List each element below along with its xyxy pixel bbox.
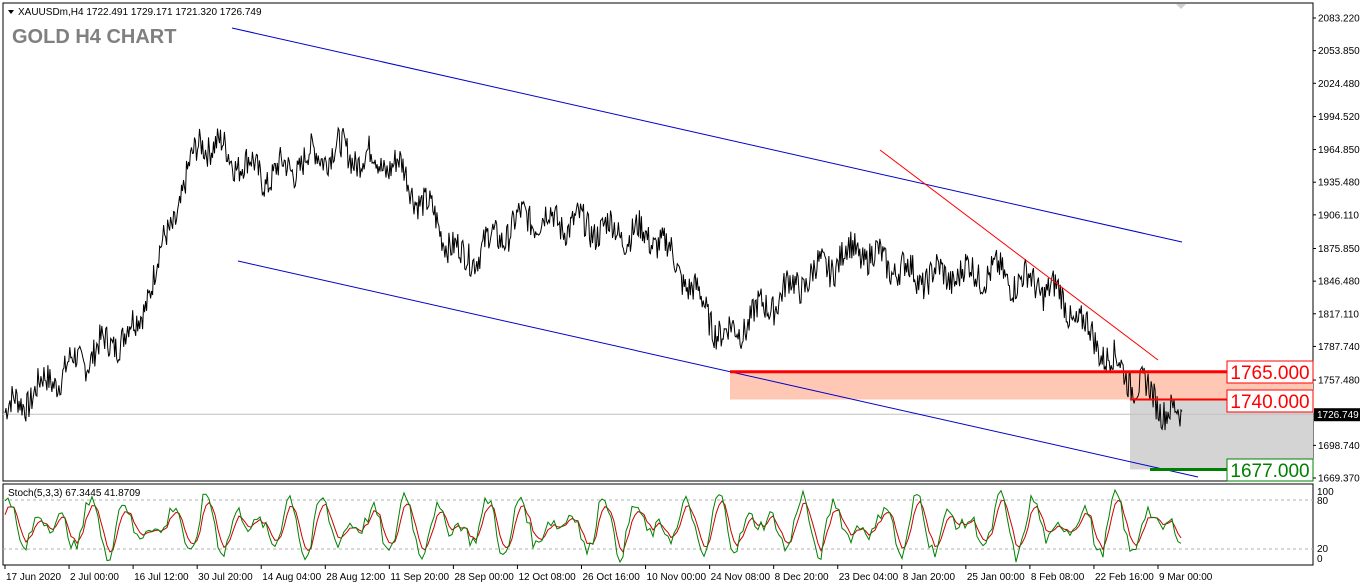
current-price-text: 1726.749 bbox=[1317, 410, 1359, 421]
dropdown-arrow-icon[interactable] bbox=[8, 10, 14, 14]
price-tick-label: 2083.220 bbox=[1318, 14, 1360, 25]
stoch-tick-20: 20 bbox=[1317, 544, 1329, 555]
level-label-text: 1740.000 bbox=[1230, 392, 1309, 413]
time-tick-label: 8 Dec 20:00 bbox=[775, 572, 829, 583]
stoch-main-line bbox=[4, 488, 1182, 564]
chart-title: GOLD H4 CHART bbox=[12, 26, 176, 48]
time-tick-label: 28 Aug 12:00 bbox=[326, 572, 385, 583]
price-tick-label: 1757.480 bbox=[1318, 376, 1360, 387]
level-label-1677: 1677.000 bbox=[1226, 458, 1314, 482]
stoch-tick-100: 100 bbox=[1317, 487, 1334, 498]
descending-trendline bbox=[879, 149, 1159, 361]
price-tick-label: 1846.480 bbox=[1318, 277, 1360, 288]
price-tick-label: 1935.480 bbox=[1318, 178, 1360, 189]
scroll-marker-icon bbox=[1176, 4, 1186, 9]
price-tick-label: 1787.740 bbox=[1318, 342, 1360, 353]
time-tick-label: 16 Jul 12:00 bbox=[134, 572, 189, 583]
stoch-tick-80: 80 bbox=[1317, 496, 1329, 507]
time-tick-label: 23 Dec 04:00 bbox=[839, 572, 899, 583]
channel-upper-line bbox=[231, 27, 1183, 243]
time-tick-label: 24 Nov 08:00 bbox=[711, 572, 771, 583]
channel-lower-line bbox=[237, 260, 1199, 478]
support-zone bbox=[730, 371, 1313, 400]
time-tick-label: 14 Aug 04:00 bbox=[262, 572, 321, 583]
stoch-tick-0: 0 bbox=[1317, 554, 1323, 565]
price-tick-label: 1669.370 bbox=[1318, 474, 1360, 485]
price-tick-label: 1964.850 bbox=[1318, 145, 1360, 156]
time-axis: 17 Jun 2020 2 Jul 00:00 16 Jul 12:00 30 Jul… bbox=[4, 565, 1213, 583]
stochastic-label: Stoch(5,3,3) 67.3445 41.8709 bbox=[8, 488, 141, 499]
price-tick-label: 1906.110 bbox=[1318, 210, 1359, 221]
level-label-text: 1765.000 bbox=[1230, 363, 1309, 384]
time-tick-label: 8 Jan 20:00 bbox=[903, 572, 956, 583]
price-tick-label: 1875.850 bbox=[1318, 244, 1360, 255]
time-tick-label: 28 Sep 00:00 bbox=[454, 572, 514, 583]
time-tick-label: 22 Feb 16:00 bbox=[1095, 572, 1154, 583]
current-price-tag: 1726.749 bbox=[1314, 408, 1360, 422]
time-tick-label: 25 Jan 00:00 bbox=[967, 572, 1025, 583]
symbol-info: XAUUSDm,H4 1722.491 1729.171 1721.320 17… bbox=[18, 7, 262, 18]
stoch-axis: 100 80 20 0 bbox=[1317, 487, 1334, 565]
time-tick-label: 17 Jun 2020 bbox=[6, 572, 61, 583]
time-tick-label: 11 Sep 20:00 bbox=[390, 572, 449, 583]
price-tick-label: 1817.110 bbox=[1318, 309, 1359, 320]
price-tick-label: 2024.480 bbox=[1318, 79, 1360, 90]
level-label-1740: 1740.000 bbox=[1226, 389, 1314, 413]
time-tick-label: 2 Jul 00:00 bbox=[70, 572, 119, 583]
price-tick-label: 1698.740 bbox=[1318, 441, 1360, 452]
price-line bbox=[4, 126, 1183, 431]
level-label-1765: 1765.000 bbox=[1226, 360, 1314, 384]
level-label-text: 1677.000 bbox=[1230, 461, 1309, 482]
price-tick-label: 1994.520 bbox=[1318, 112, 1360, 123]
time-tick-label: 8 Feb 08:00 bbox=[1031, 572, 1085, 583]
price-axis: 2083.220 2053.850 2024.480 1994.520 1964.850… bbox=[1313, 14, 1360, 485]
time-tick-label: 9 Mar 00:00 bbox=[1159, 572, 1213, 583]
time-tick-label: 26 Oct 16:00 bbox=[583, 572, 641, 583]
time-tick-label: 30 Jul 20:00 bbox=[198, 572, 253, 583]
time-tick-label: 12 Oct 08:00 bbox=[518, 572, 576, 583]
time-tick-label: 10 Nov 00:00 bbox=[647, 572, 707, 583]
price-tick-label: 2053.850 bbox=[1318, 46, 1360, 57]
